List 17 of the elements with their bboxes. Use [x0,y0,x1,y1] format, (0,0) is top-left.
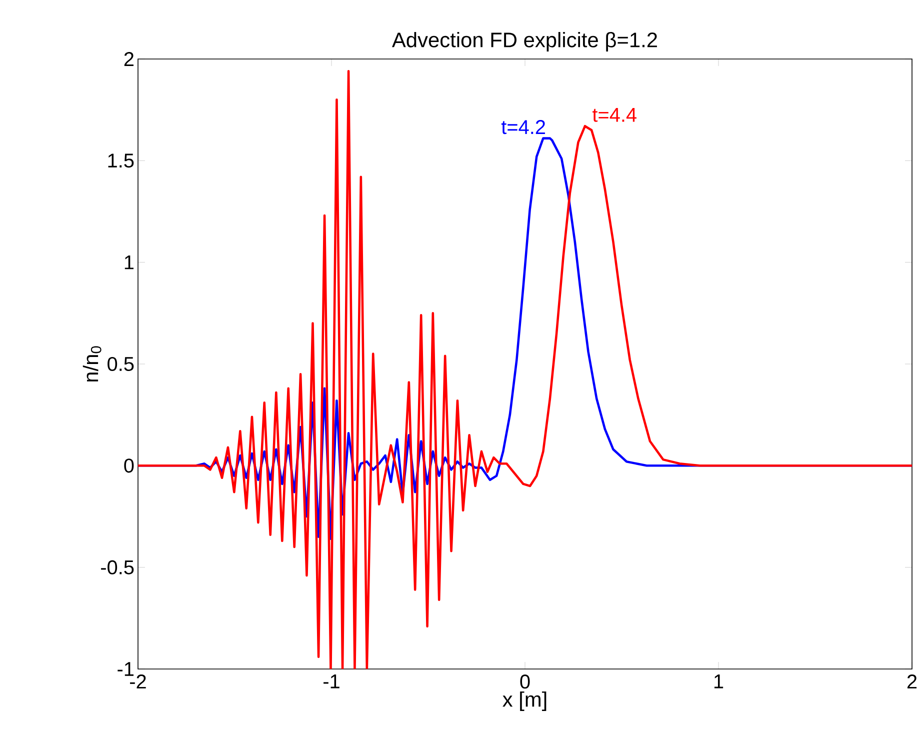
y-tick-label: 1.5 [108,154,134,168]
y-tick-label: -1 [118,662,134,676]
x-tick-label: 0 [520,674,530,689]
y-tick-label: 0.5 [108,356,134,372]
series-label: t=4.2 [501,120,545,134]
x-tick-label: 2 [907,674,917,688]
y-tick-label: 0 [124,458,134,473]
y-tick-label: -0.5 [101,560,134,574]
x-tick-label: -2 [130,674,146,688]
x-tick-label: -1 [324,674,340,688]
x-axis-title: x [m] [502,691,546,711]
series-label: t=4.4 [592,108,636,122]
y-axis-title: n/n$_{0}$ [82,346,102,382]
y-tick-label: 1 [124,255,134,270]
y-tick-label: 2 [124,52,134,66]
x-tick-label: 1 [714,674,724,688]
chart-title: Advection FD explicite β=1.2 [392,32,657,52]
